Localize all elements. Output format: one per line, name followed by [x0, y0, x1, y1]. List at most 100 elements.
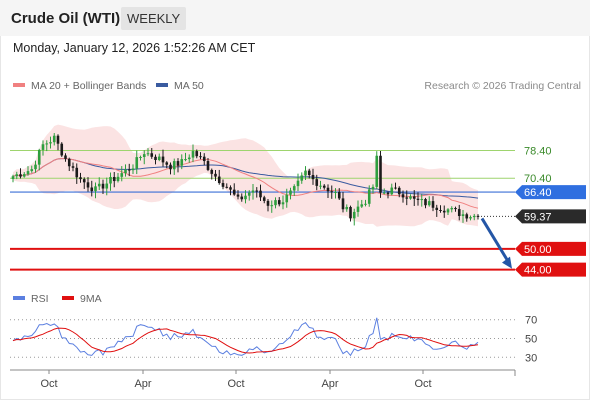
- candle-body: [454, 208, 457, 210]
- candle-body: [401, 194, 405, 198]
- rsi-tick-30: 30: [525, 352, 537, 364]
- candle-body: [322, 185, 326, 188]
- candle-body: [352, 211, 356, 219]
- candle-body: [229, 187, 232, 190]
- candle-body: [435, 207, 439, 210]
- candle-body: [202, 156, 206, 162]
- legend-ma20: MA 20 + Bollinger Bands: [13, 80, 146, 92]
- bollinger-band: [13, 124, 478, 227]
- candle-body: [210, 169, 214, 174]
- candle-body: [431, 201, 435, 208]
- candle-body: [217, 176, 221, 184]
- instrument-title: Crude Oil (WTI): [11, 10, 121, 27]
- candle-body: [319, 185, 322, 187]
- candle-body: [131, 168, 135, 171]
- candle-body: [75, 167, 79, 178]
- legend-9ma-label: 9MA: [80, 293, 102, 305]
- candle-body: [71, 166, 75, 168]
- candle-body: [146, 153, 150, 155]
- candle-body: [247, 192, 251, 196]
- candle-body: [476, 215, 480, 217]
- candle-body: [112, 176, 116, 182]
- candle-body: [120, 173, 124, 177]
- candle-body: [214, 173, 217, 177]
- support-label-44.00: 44.00: [524, 265, 552, 277]
- candle-body: [427, 201, 431, 206]
- candle-body: [424, 199, 427, 206]
- ma20-swatch: [13, 83, 25, 88]
- candle-body: [236, 194, 240, 197]
- candle-body: [270, 205, 274, 207]
- candle-body: [379, 155, 382, 193]
- period-tab-weekly[interactable]: WEEKLY: [121, 7, 187, 30]
- candle-body: [345, 206, 349, 210]
- candle-body: [311, 174, 315, 180]
- candle-body: [60, 143, 64, 156]
- legend-9ma: 9MA: [62, 293, 102, 305]
- candle-body: [326, 187, 330, 192]
- forecast-arrow-head: [502, 256, 512, 269]
- candle-body: [446, 209, 450, 213]
- candle-body: [191, 151, 195, 158]
- x-tick-label-2: Oct: [227, 378, 244, 390]
- candle-body: [127, 169, 131, 171]
- candle-body: [30, 169, 34, 172]
- candle-body: [82, 179, 86, 183]
- candle-body: [221, 183, 225, 187]
- ma50-swatch: [156, 83, 168, 88]
- candle-body: [457, 209, 461, 217]
- candle-body: [390, 187, 394, 195]
- candle-body: [292, 186, 296, 191]
- candle-body: [382, 192, 386, 194]
- candle-body: [240, 196, 244, 200]
- candle-body: [472, 215, 476, 218]
- candle-body: [251, 190, 255, 193]
- candle-body: [349, 206, 352, 219]
- candle-body: [225, 186, 229, 188]
- candle-body: [37, 149, 41, 165]
- rsi-line: [12, 317, 479, 357]
- candle-body: [412, 196, 416, 199]
- candle-body: [157, 156, 161, 160]
- x-tick-label-3: Apr: [321, 378, 338, 390]
- legend-rsi-label: RSI: [31, 293, 49, 305]
- candle-body: [409, 196, 412, 199]
- candle-body: [64, 155, 67, 159]
- candle-body: [45, 143, 49, 145]
- candle-body: [169, 164, 172, 170]
- candle-body: [450, 208, 454, 210]
- candle-body: [397, 187, 401, 195]
- candle-body: [277, 200, 281, 205]
- candle-body: [22, 174, 26, 177]
- legend-ma50: MA 50: [156, 80, 204, 92]
- candle-body: [41, 144, 45, 150]
- forecast-arrow-shaft: [480, 217, 509, 261]
- candle-body: [154, 156, 157, 160]
- resistance-label-78.40: 78.40: [524, 146, 552, 158]
- candle-body: [296, 180, 300, 187]
- candle-body: [86, 182, 90, 188]
- candle-body: [187, 157, 191, 160]
- x-tick-label-0: Oct: [40, 378, 57, 390]
- candle-body: [165, 162, 169, 165]
- candle-body: [206, 161, 210, 170]
- candle-body: [56, 135, 60, 144]
- legend-ma50-label: MA 50: [174, 80, 204, 92]
- candle-body: [315, 179, 319, 186]
- candle-body: [465, 214, 469, 219]
- candle-body: [11, 176, 15, 180]
- candle-body: [19, 174, 22, 177]
- copyright-text: Research © 2026 Trading Central: [424, 80, 581, 92]
- candle-body: [334, 191, 337, 193]
- header-bar: Crude Oil (WTI) WEEKLY: [0, 0, 590, 36]
- candle-body: [420, 199, 424, 201]
- candle-body: [289, 190, 292, 195]
- rsi-swatch: [13, 296, 25, 301]
- candle-body: [364, 203, 367, 205]
- pivot-flag: [515, 185, 586, 200]
- ma20-line: [12, 158, 479, 209]
- candle-body: [394, 187, 397, 189]
- candle-body: [195, 151, 199, 157]
- candle-body: [172, 161, 176, 170]
- rsi-9ma-line: [12, 327, 479, 354]
